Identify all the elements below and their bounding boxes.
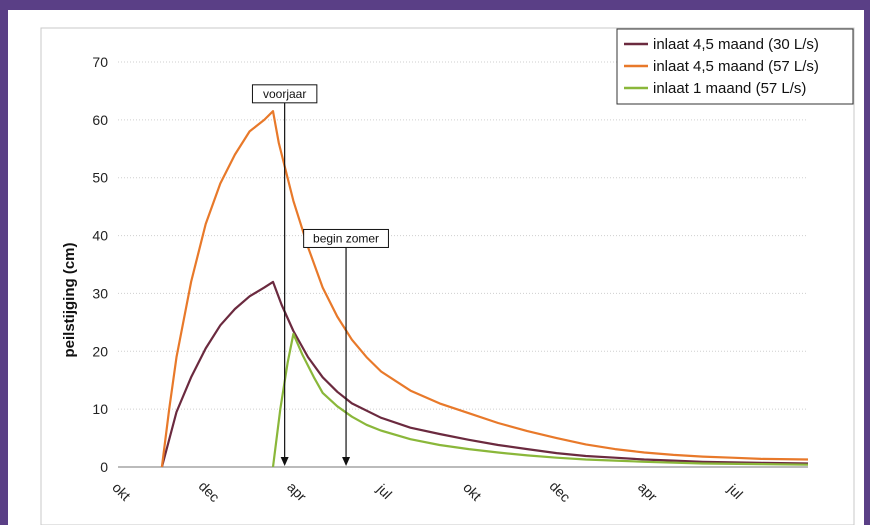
y-tick-label: 30	[92, 285, 108, 301]
series-line	[160, 110, 809, 468]
series-lines	[160, 110, 809, 468]
y-tick-label: 0	[100, 459, 108, 475]
annotation-arrowhead	[342, 457, 351, 466]
legend-label: inlaat 1 maand (57 L/s)	[653, 80, 806, 97]
gridlines	[118, 61, 808, 410]
y-tick-label: 60	[92, 112, 108, 128]
legend: inlaat 4,5 maand (30 L/s) inlaat 4,5 maan…	[616, 28, 854, 105]
annotation-label: begin zomer	[313, 231, 379, 245]
y-tick-label: 20	[92, 343, 108, 359]
annotation-box	[303, 228, 389, 248]
series-line	[271, 332, 809, 468]
legend-label: inlaat 4,5 maand (30 L/s)	[653, 36, 819, 53]
chart-frame: 0 10 20 30 40 50 60 70 okt dec apr jul okt dec apr jul …	[8, 10, 864, 525]
plot-border	[40, 27, 855, 525]
annotation-label: voorjaar	[263, 87, 306, 101]
y-tick-label: 10	[92, 401, 108, 417]
y-tick-label: 50	[92, 170, 108, 186]
y-tick-label: 40	[92, 228, 108, 244]
y-tick-label: 70	[92, 54, 108, 70]
legend-label: inlaat 4,5 maand (57 L/s)	[653, 58, 819, 75]
series-line	[160, 280, 809, 468]
legend-box	[616, 28, 854, 105]
annotations: voorjaar begin zomer	[251, 84, 389, 466]
annotation-box	[251, 84, 318, 104]
annotation-arrowhead	[280, 457, 289, 466]
y-axis-label: peilstijging (cm)	[61, 242, 78, 357]
